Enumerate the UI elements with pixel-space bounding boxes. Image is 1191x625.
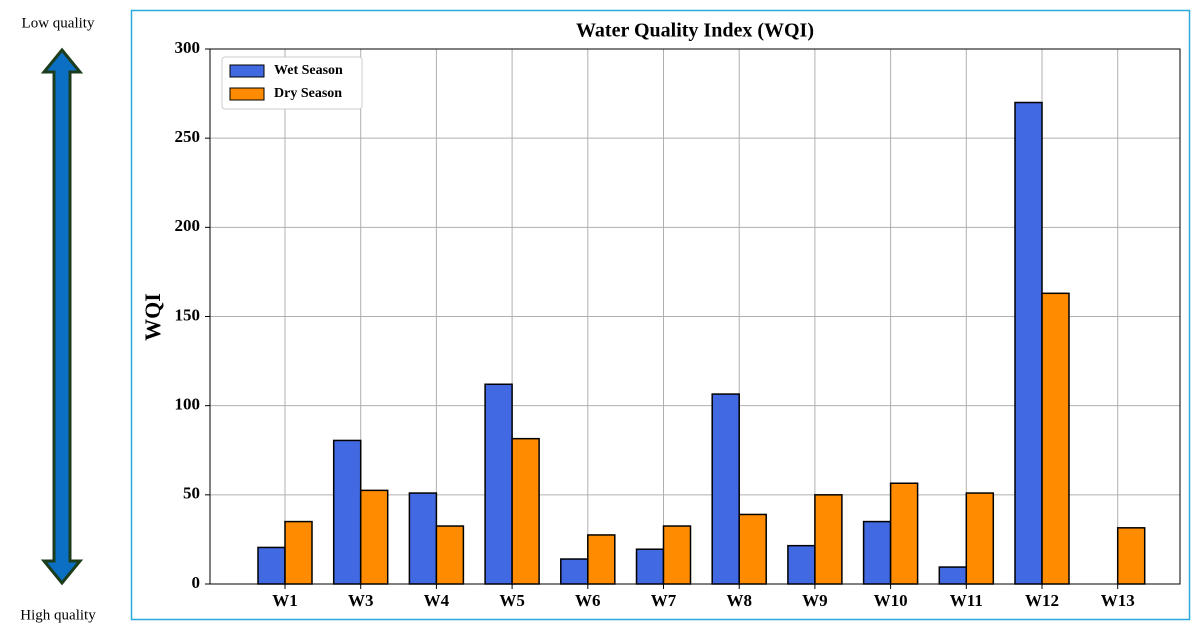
- y-axis-label: WQI: [140, 293, 165, 341]
- x-tick-label: W9: [802, 591, 828, 610]
- x-tick-label: W10: [874, 591, 908, 610]
- y-tick-label: 50: [183, 484, 200, 503]
- bar: [814, 494, 843, 585]
- bar: [511, 437, 540, 585]
- y-tick-label: 250: [175, 127, 201, 146]
- bar: [435, 525, 465, 585]
- bar: [938, 566, 968, 585]
- bar: [711, 393, 740, 585]
- x-tick-label: W13: [1101, 591, 1135, 610]
- y-tick-label: 150: [175, 305, 201, 324]
- x-tick-label: W11: [950, 591, 983, 610]
- bar: [359, 489, 389, 585]
- bar: [284, 520, 313, 585]
- annotation-bottom: High quality: [20, 607, 96, 623]
- bar: [1041, 292, 1070, 585]
- bar: [862, 520, 892, 585]
- plot-frame: [209, 48, 1181, 585]
- y-tick-label: 300: [175, 38, 201, 57]
- chart-title: Water Quality Index (WQI): [576, 20, 814, 42]
- bar: [965, 492, 995, 585]
- quality-arrow: [40, 47, 84, 586]
- bar: [889, 482, 919, 585]
- bar: [587, 534, 616, 585]
- x-tick-label: W8: [726, 591, 752, 610]
- chart-frame: [130, 9, 1191, 621]
- legend-label: Dry Season: [274, 86, 342, 101]
- bar: [1116, 527, 1146, 585]
- x-tick-label: W12: [1025, 591, 1059, 610]
- bar: [560, 558, 589, 585]
- x-tick-label: W7: [651, 591, 677, 610]
- legend-swatch: [229, 87, 265, 101]
- x-tick-label: W1: [272, 591, 298, 610]
- y-tick-label: 0: [192, 573, 201, 592]
- bar: [662, 525, 692, 585]
- x-tick-label: W4: [424, 591, 450, 610]
- bar: [408, 492, 438, 585]
- x-tick-label: W3: [348, 591, 374, 610]
- x-tick-label: W5: [499, 591, 525, 610]
- legend-swatch: [229, 64, 265, 78]
- y-tick-label: 200: [175, 216, 201, 235]
- x-tick-label: W6: [575, 591, 601, 610]
- bar: [332, 439, 362, 585]
- bar: [787, 544, 816, 585]
- bar: [1014, 101, 1043, 585]
- bar: [635, 548, 665, 585]
- bar: [484, 383, 513, 585]
- bar: [257, 546, 286, 585]
- annotation-top: Low quality: [22, 15, 95, 31]
- y-tick-label: 100: [175, 395, 201, 414]
- legend-label: Wet Season: [274, 63, 343, 78]
- bar: [738, 513, 767, 585]
